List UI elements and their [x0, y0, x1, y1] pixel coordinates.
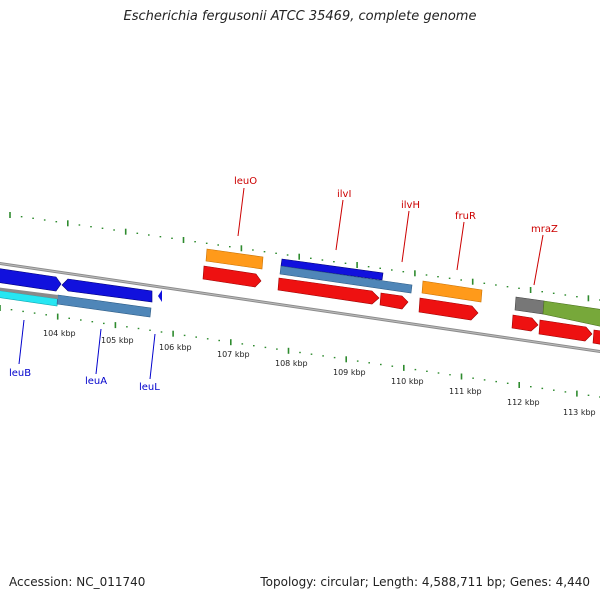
tick-label: 113 kbp — [563, 408, 596, 417]
gene-label-ilvI: ilvI — [337, 189, 351, 200]
page-title: Escherichia fergusonii ATCC 35469, compl… — [123, 9, 477, 24]
tick-label: 108 kbp — [275, 359, 308, 368]
gene-leuB-gray — [0, 287, 58, 299]
outer-dotted-ring — [9, 212, 600, 302]
tick-label: 110 kbp — [391, 377, 424, 386]
gene-ilvI-cds — [277, 277, 380, 305]
gene-mraZ-cds — [511, 314, 539, 332]
tick-label: 106 kbp — [159, 343, 192, 352]
gene-mraZ-gray — [514, 296, 545, 315]
gene-ilvI-steelblue — [279, 265, 413, 294]
gene-label-leuB: leuB — [9, 368, 31, 379]
tick-label: 112 kbp — [507, 398, 540, 407]
tick-label: 104 kbp — [43, 329, 76, 338]
gene-leuO-cds — [202, 265, 262, 288]
gene-edge-cds — [592, 329, 600, 345]
gene-label-leuL: leuL — [139, 382, 160, 393]
inner-dotted-ring — [0, 305, 600, 398]
gene-next-cds — [538, 319, 593, 342]
gene-leuB-cds — [0, 268, 62, 292]
tick-label: 109 kbp — [333, 368, 366, 377]
gene-leuO-orange — [205, 248, 264, 270]
gene-leuA-cds — [61, 278, 153, 303]
gene-ilvI-blue — [280, 258, 384, 281]
genome-backbone — [0, 261, 600, 354]
label-leaders — [18, 187, 544, 380]
gene-label-ilvH: ilvH — [401, 200, 420, 211]
reverse-features — [0, 268, 162, 318]
tick-label: 105 kbp — [101, 336, 134, 345]
gene-fruR-orange — [421, 280, 483, 303]
gene-label-fruR: fruR — [455, 211, 476, 222]
gene-label-mraZ: mraZ — [531, 224, 558, 235]
gene-fruR-cds — [418, 297, 479, 321]
gene-mraZ-olive — [542, 300, 600, 327]
tick-label: 107 kbp — [217, 350, 250, 359]
accession-text: Accession: NC_011740 — [9, 575, 146, 589]
gene-label-leuO: leuO — [234, 176, 257, 187]
tick-label: 111 kbp — [449, 387, 482, 396]
gene-leuA-steelblue — [56, 294, 152, 318]
gene-label-leuA: leuA — [85, 376, 107, 387]
kbp-tick-labels: 104 kbp 105 kbp 106 kbp 107 kbp 108 kbp … — [43, 329, 596, 417]
forward-features — [202, 248, 600, 345]
gene-ilvH-cds — [379, 292, 409, 310]
genome-summary-text: Topology: circular; Length: 4,588,711 bp… — [260, 575, 590, 589]
gene-leuL-cds — [158, 290, 162, 302]
gene-labels: leuO ilvI ilvH fruR mraZ leuB leuA leuL — [9, 176, 558, 393]
